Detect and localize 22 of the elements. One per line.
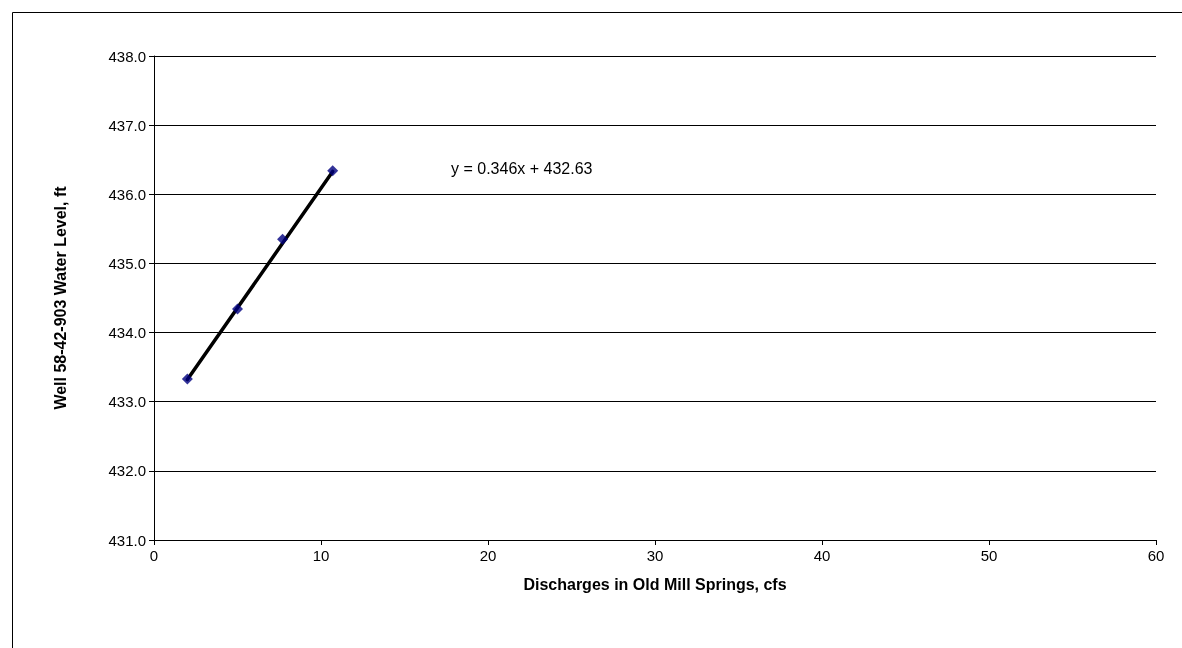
x-tick-label: 40 [813,547,831,564]
y-tick-label: 436.0 [108,185,146,203]
x-axis-title: Discharges in Old Mill Springs, cfs [523,575,787,593]
y-tick-label: 435.0 [108,254,146,272]
x-tick-label: 20 [479,547,497,564]
y-tick-label: 431.0 [108,531,146,549]
x-tick-label: 30 [646,547,664,564]
y-tick-label: 432.0 [108,462,146,480]
y-axis-title: Well 58-42-903 Water Level, ft [51,185,69,410]
y-tick-label: 434.0 [108,324,146,342]
x-tick-label: 50 [980,547,998,564]
point [277,233,289,245]
annotation: y = 0.346x + 432.63 [451,159,593,177]
x-tick-label: 0 [149,547,159,564]
y-tick-label: 437.0 [108,116,146,134]
y-tick-label: 433.0 [108,393,146,411]
x-tick-label: 10 [312,547,330,564]
point [181,373,193,385]
point [327,165,339,177]
point [232,303,243,315]
x-tick-label: 60 [1147,547,1165,564]
y-tick-label: 438.0 [108,47,146,65]
